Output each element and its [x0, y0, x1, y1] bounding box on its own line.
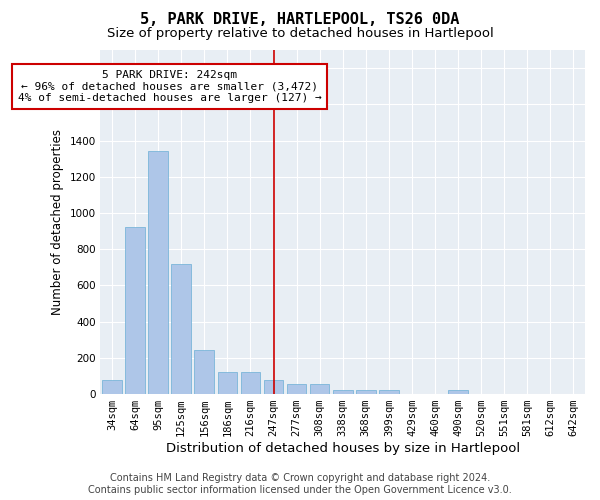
Bar — [263, 380, 283, 394]
Bar — [310, 384, 329, 394]
Bar — [241, 372, 260, 394]
Y-axis label: Number of detached properties: Number of detached properties — [51, 129, 64, 315]
Bar — [448, 390, 468, 394]
Bar — [148, 152, 168, 394]
Text: Contains HM Land Registry data © Crown copyright and database right 2024.
Contai: Contains HM Land Registry data © Crown c… — [88, 474, 512, 495]
Bar — [125, 228, 145, 394]
Text: Size of property relative to detached houses in Hartlepool: Size of property relative to detached ho… — [107, 28, 493, 40]
Text: 5, PARK DRIVE, HARTLEPOOL, TS26 0DA: 5, PARK DRIVE, HARTLEPOOL, TS26 0DA — [140, 12, 460, 28]
Bar — [218, 372, 237, 394]
Bar — [102, 380, 122, 394]
Bar — [194, 350, 214, 394]
Bar — [287, 384, 307, 394]
Bar — [356, 390, 376, 394]
Bar — [172, 264, 191, 394]
X-axis label: Distribution of detached houses by size in Hartlepool: Distribution of detached houses by size … — [166, 442, 520, 455]
Text: 5 PARK DRIVE: 242sqm
← 96% of detached houses are smaller (3,472)
4% of semi-det: 5 PARK DRIVE: 242sqm ← 96% of detached h… — [18, 70, 322, 103]
Bar — [379, 390, 398, 394]
Bar — [333, 390, 353, 394]
